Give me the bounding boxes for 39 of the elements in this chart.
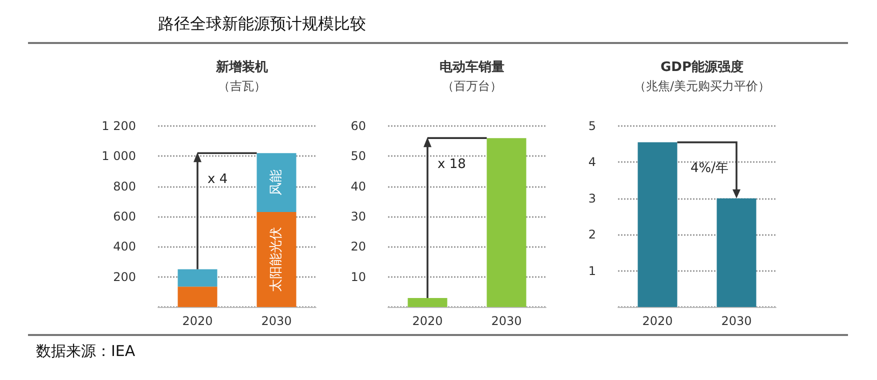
y-tick-label: 40 (350, 179, 366, 194)
y-tick-label: 200 (113, 270, 136, 284)
y-tick-label: 10 (350, 270, 366, 284)
bar (256, 153, 296, 212)
y-tick-label: 1 200 (102, 119, 136, 133)
x-tick-label: 2020 (412, 314, 443, 328)
annotation: 4%/年 (690, 160, 728, 177)
x-tick-label: 2020 (182, 314, 213, 328)
annotation: x 4 (208, 172, 228, 188)
series-label: 太阳能光伏 (269, 226, 284, 292)
y-tick-label: 4 (588, 155, 596, 170)
y-tick-label: 600 (113, 210, 136, 224)
source-note: 数据来源：IEA (36, 342, 136, 361)
x-tick-label: 2030 (261, 314, 292, 328)
bar (178, 269, 218, 287)
chart-title: 新增装机 (215, 59, 268, 75)
chart-title: 电动车销量 (440, 59, 504, 75)
series-label: 风能 (269, 170, 284, 196)
y-tick-label: 1 000 (102, 149, 136, 164)
y-tick-label: 5 (588, 119, 596, 133)
y-tick-label: 2 (588, 228, 596, 242)
chart-subtitle: （百万台） (442, 79, 502, 93)
chart-title: GDP能源强度 (660, 59, 744, 75)
y-tick-label: 3 (588, 191, 596, 206)
y-tick-label: 800 (113, 179, 136, 194)
y-tick-label: 400 (113, 240, 136, 254)
y-tick-label: 50 (350, 149, 366, 164)
y-tick-label: 1 (588, 264, 596, 278)
annotation: x 18 (438, 157, 466, 172)
x-tick-label: 2030 (491, 314, 522, 328)
text: 路径全球新能源预计规模比较 (158, 14, 366, 35)
x-tick-label: 2030 (721, 314, 752, 328)
y-tick-label: 30 (350, 210, 366, 224)
x-tick-label: 2020 (642, 314, 673, 328)
bar (178, 286, 218, 307)
y-tick-label: 60 (350, 119, 366, 133)
y-tick-label: 20 (350, 240, 366, 254)
chart-subtitle: （吉瓦） (218, 79, 266, 93)
chart-subtitle: （兆焦/美元购买力平价） (634, 79, 770, 93)
